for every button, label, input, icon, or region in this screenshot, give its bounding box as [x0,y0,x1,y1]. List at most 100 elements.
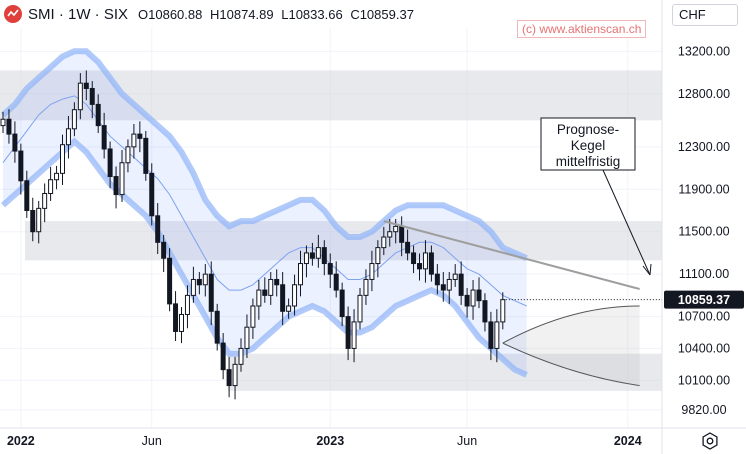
candle-body [190,278,196,296]
candle-body [488,321,494,349]
candle-body [351,321,357,349]
candle-body [173,303,179,332]
candle-body [125,146,131,164]
candle-body [24,180,30,211]
candle-body [137,133,143,139]
price-zone [25,221,662,261]
candle-body [327,263,333,275]
candle-body [54,172,60,181]
candle-body [232,363,238,387]
candle-body [119,162,125,196]
y-tick-label: 10700.00 [678,310,730,324]
candle-body [458,273,464,296]
x-tick-label: Jun [142,434,162,448]
y-tick-label: 13200.00 [678,44,730,58]
symbol-title[interactable]: SMI · 1W · SIX [28,5,129,23]
candle-body [411,252,417,265]
candle-body [452,273,458,280]
candle-body [12,133,18,152]
candle-body [286,305,292,312]
y-tick-label: 11500.00 [678,225,729,239]
resistance-trendline [383,220,640,290]
forecast-upper [502,305,640,344]
candle-body [387,231,393,238]
candle-body [321,247,327,265]
support-resistance-zones [0,70,662,391]
low-value: L10833.66 [281,6,343,22]
y-tick-label: 11100.00 [679,267,729,281]
annotation-arrow [602,169,651,276]
candle-body [440,284,446,291]
candle-body [369,263,375,280]
candles [0,70,506,400]
candle-body [184,294,190,315]
candle-body [375,247,381,265]
y-tick-label: 12800.00 [678,87,730,101]
candle-body [250,305,256,328]
high-value: H10874.89 [209,6,274,22]
candle-body [196,278,202,286]
candle-body [161,241,167,259]
candle-body [422,252,428,270]
candle-body [83,82,89,89]
candle-body [446,278,452,291]
y-tick-label: 10100.00 [678,373,730,387]
currency-selector[interactable]: CHF [672,4,738,26]
candle-body [292,284,298,307]
time-axis: 2022 Jun 2023 Jun 2024 [0,427,746,448]
candle-body [214,310,220,344]
gear-icon[interactable] [700,431,720,451]
ohlc-readout: O10860.88 H10874.89 L10833.66 C10859.37 [138,7,418,22]
candle-body [65,128,71,146]
candle-body [417,263,422,270]
annotation-arrowhead [642,263,652,276]
annotation-text-line: Kegel [571,138,606,153]
annotation-text-line: Prognose- [557,122,619,137]
y-tick-label: 12300.00 [678,140,730,154]
candle-body [363,278,369,296]
candle-body [298,263,303,286]
forecast-cone [502,305,640,386]
candle-body [30,209,36,233]
candle-body [131,133,137,148]
candle-body [226,369,232,387]
candle-body [48,179,54,195]
candle-body [179,313,184,332]
candle-body [18,150,24,182]
candle-body [470,289,476,307]
candle-body [167,257,173,305]
candle-body [155,215,161,243]
band-lower-glow [1,137,528,378]
candle-body [434,273,440,286]
last-price-label: 10859.37 [678,293,730,307]
candle-body [220,342,226,371]
candle-body [202,273,208,286]
candle-body [339,289,345,318]
band-upper-glow [1,48,528,261]
candle-body [345,316,351,349]
candle-body [357,294,363,323]
candle-body [309,252,315,259]
candle-body [393,225,399,233]
candle-body [36,207,42,233]
candle-body [101,125,107,150]
candle-body [6,118,12,135]
x-tick-label: 2022 [7,434,35,448]
y-tick-label: 11900.00 [678,182,729,196]
candle-body [238,347,244,365]
candle-body [71,109,77,130]
candle-body [0,118,6,127]
candle-body [95,103,101,127]
candle-body [333,273,339,291]
candle-body [303,252,309,265]
candle-body [149,172,155,217]
candle-body [244,326,250,349]
y-tick-label: 10400.00 [678,341,730,355]
watermark: (c) www.aktienscan.ch [517,20,647,38]
candle-body [476,289,482,302]
candle-body [208,273,214,312]
candle-body [315,247,321,259]
candle-body [274,278,280,286]
